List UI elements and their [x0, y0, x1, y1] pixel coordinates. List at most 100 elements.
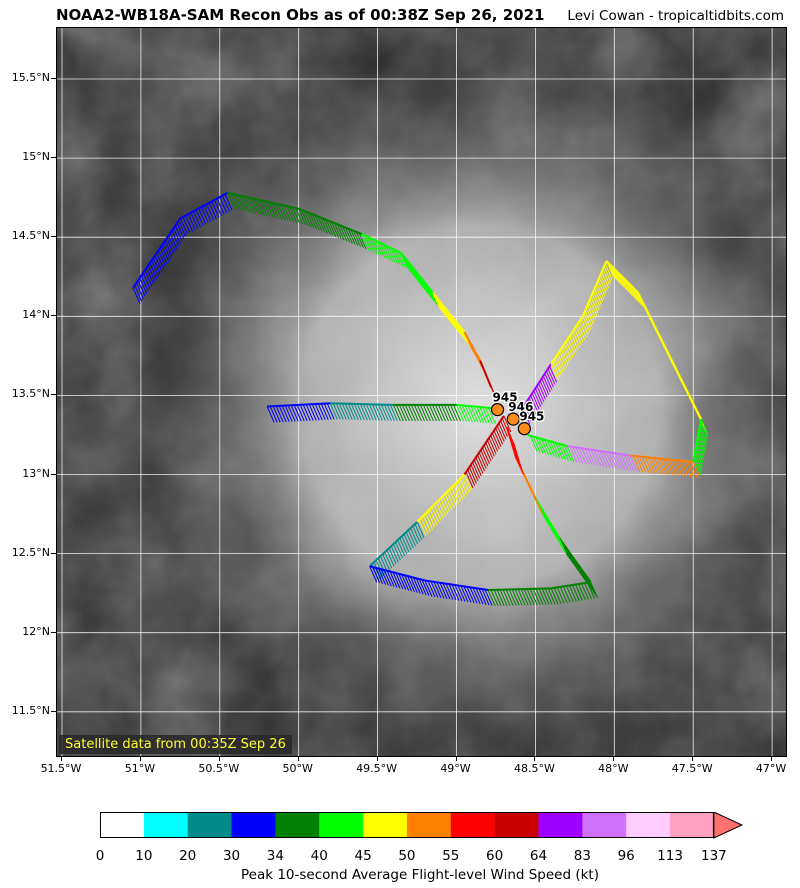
recon-map[interactable]: 945 946 945 Satellite data from 00:35Z Sep… — [56, 27, 787, 757]
wind-barb — [566, 445, 575, 463]
flight-track-segment — [629, 454, 694, 463]
wind-barb — [271, 202, 280, 219]
wind-barb — [584, 310, 593, 327]
wind-barb — [341, 403, 350, 420]
wind-barb — [529, 435, 538, 452]
wind-barb — [383, 569, 392, 587]
wind-barb — [538, 588, 547, 605]
wind-barb — [622, 277, 631, 295]
wind-barb — [559, 586, 568, 604]
wind-barb — [216, 198, 225, 215]
wind-barb — [532, 588, 541, 606]
wind-barb — [380, 569, 389, 586]
wind-barb — [425, 404, 434, 422]
wind-barb — [404, 404, 413, 422]
colorbar-bin — [319, 812, 364, 838]
lon-tick-mark — [376, 756, 378, 761]
wind-barb — [144, 270, 153, 287]
wind-barb — [151, 260, 160, 277]
wind-barb — [620, 275, 629, 292]
wind-barb — [550, 363, 559, 380]
wind-barb — [200, 206, 209, 224]
wind-barb — [410, 404, 419, 422]
wind-barb — [451, 584, 460, 601]
wind-barb — [604, 263, 613, 280]
wind-barb — [591, 293, 600, 311]
wind-barb — [538, 437, 547, 455]
wind-barb — [283, 205, 292, 222]
wind-barb — [465, 471, 474, 489]
wind-barb — [322, 218, 331, 235]
wind-barb — [599, 450, 608, 468]
wind-barb — [404, 575, 413, 592]
wind-barb — [421, 579, 430, 596]
wind-barb — [369, 237, 378, 255]
wind-barb — [592, 291, 601, 308]
wind-barb — [656, 458, 665, 475]
wind-barb — [523, 588, 532, 606]
colorbar-tick-label: 20 — [179, 848, 197, 864]
wind-barb — [242, 195, 250, 213]
wind-barb — [278, 405, 287, 423]
lon-tick-mark — [61, 756, 62, 761]
flight-track-segment — [527, 433, 568, 447]
wind-barb — [373, 562, 382, 579]
wind-barb — [363, 235, 372, 252]
wind-barb — [403, 533, 412, 551]
lat-tick-mark — [51, 157, 56, 159]
wind-barb — [431, 404, 440, 422]
wind-barb — [508, 589, 517, 606]
lon-tick-label: 49.5°W — [356, 762, 398, 775]
wind-barb — [154, 255, 163, 272]
wind-barb — [137, 280, 146, 297]
wind-barb — [344, 227, 353, 244]
wind-barb — [371, 238, 380, 256]
wind-barb — [461, 476, 470, 493]
wind-barb — [671, 459, 680, 476]
wind-barb — [303, 210, 312, 228]
wind-barb — [455, 482, 464, 500]
wind-barb — [298, 208, 307, 225]
wind-barb — [193, 210, 201, 228]
wind-barb — [418, 519, 427, 537]
flight-track-segment — [179, 192, 229, 220]
wind-barb — [601, 271, 610, 289]
wind-barb — [236, 194, 245, 212]
wind-barb — [531, 393, 540, 410]
flight-track-segment — [416, 473, 466, 523]
wind-barb — [473, 459, 482, 477]
wind-barb — [662, 458, 671, 476]
wind-barb — [185, 215, 194, 232]
wind-barb — [353, 403, 362, 421]
wind-barb — [541, 378, 550, 395]
wind-barb — [219, 196, 228, 214]
wind-barb — [435, 404, 443, 422]
colorbar-bin — [670, 812, 715, 838]
wind-barb — [695, 446, 704, 463]
wind-barb — [475, 457, 484, 474]
wind-barb — [190, 212, 199, 229]
wind-barb — [697, 437, 706, 454]
wind-barb — [395, 541, 403, 559]
wind-barb — [413, 404, 422, 422]
wind-barb — [221, 195, 230, 212]
lon-tick-mark — [771, 756, 773, 761]
wind-barb — [511, 589, 520, 606]
wind-barb — [483, 445, 492, 462]
wind-barb — [438, 500, 447, 517]
wind-barb — [444, 404, 452, 422]
wind-barb — [479, 406, 488, 424]
wind-barb — [377, 241, 386, 258]
wind-barb — [281, 405, 290, 422]
wind-barb — [392, 572, 401, 589]
wind-barb — [397, 539, 406, 557]
wind-barb — [578, 321, 587, 338]
wind-barb — [174, 225, 183, 242]
wind-barb — [696, 440, 705, 457]
wind-barb — [484, 407, 493, 424]
wind-barb — [585, 307, 594, 325]
flight-track-segment — [132, 217, 182, 289]
wind-barb — [562, 586, 571, 603]
flight-track-segment — [369, 521, 418, 567]
flight-track-segment — [432, 291, 466, 333]
